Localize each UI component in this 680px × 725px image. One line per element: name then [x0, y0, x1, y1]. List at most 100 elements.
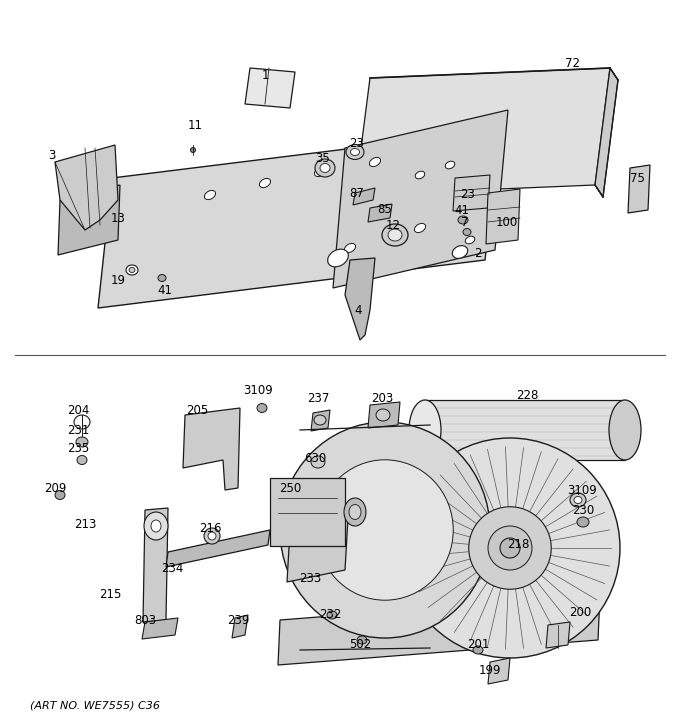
Ellipse shape — [400, 438, 620, 658]
Text: 3109: 3109 — [567, 484, 597, 497]
Text: 232: 232 — [319, 608, 341, 621]
Text: 230: 230 — [572, 503, 594, 516]
Text: 7: 7 — [461, 215, 469, 228]
Polygon shape — [333, 110, 508, 288]
Ellipse shape — [314, 167, 326, 177]
Text: 23: 23 — [460, 188, 475, 201]
Text: 213: 213 — [74, 518, 96, 531]
Text: 41: 41 — [454, 204, 469, 217]
Ellipse shape — [357, 636, 367, 644]
Ellipse shape — [409, 400, 441, 460]
Text: 235: 235 — [67, 442, 89, 455]
Ellipse shape — [327, 611, 337, 619]
Text: 239: 239 — [227, 613, 249, 626]
Ellipse shape — [315, 159, 335, 177]
Polygon shape — [546, 622, 570, 648]
Ellipse shape — [314, 415, 326, 425]
Ellipse shape — [346, 144, 364, 160]
Text: 205: 205 — [186, 404, 208, 416]
Ellipse shape — [469, 507, 551, 589]
Ellipse shape — [205, 191, 216, 199]
Text: 2: 2 — [474, 247, 481, 260]
Ellipse shape — [349, 505, 361, 520]
Ellipse shape — [55, 491, 65, 500]
Polygon shape — [628, 165, 650, 213]
Polygon shape — [345, 258, 375, 340]
Ellipse shape — [260, 178, 271, 188]
Text: 215: 215 — [99, 589, 121, 602]
Ellipse shape — [350, 149, 360, 155]
Text: 216: 216 — [199, 521, 221, 534]
Text: 630: 630 — [304, 452, 326, 465]
Ellipse shape — [570, 493, 586, 507]
Text: 72: 72 — [566, 57, 581, 70]
Ellipse shape — [317, 460, 454, 600]
Text: 19: 19 — [110, 273, 126, 286]
Ellipse shape — [577, 517, 589, 527]
Text: 200: 200 — [569, 607, 591, 619]
Polygon shape — [142, 618, 178, 639]
Text: 234: 234 — [160, 561, 183, 574]
Ellipse shape — [382, 224, 408, 246]
Text: 1: 1 — [261, 68, 269, 81]
Ellipse shape — [388, 229, 402, 241]
Text: 23: 23 — [350, 136, 364, 149]
Text: 204: 204 — [67, 404, 89, 416]
Ellipse shape — [488, 526, 532, 570]
Ellipse shape — [574, 497, 582, 503]
Text: 231: 231 — [67, 423, 89, 436]
Text: 4: 4 — [354, 304, 362, 317]
Ellipse shape — [414, 223, 426, 233]
Text: 803: 803 — [134, 613, 156, 626]
Text: 218: 218 — [507, 539, 529, 552]
Ellipse shape — [126, 265, 138, 275]
Polygon shape — [143, 508, 168, 622]
Polygon shape — [425, 400, 625, 460]
Polygon shape — [488, 658, 510, 684]
Polygon shape — [278, 595, 600, 665]
Polygon shape — [355, 68, 610, 195]
Polygon shape — [55, 145, 118, 230]
Ellipse shape — [129, 268, 135, 273]
Polygon shape — [270, 478, 345, 546]
Polygon shape — [353, 188, 375, 205]
Text: 233: 233 — [299, 571, 321, 584]
Ellipse shape — [77, 455, 87, 465]
Text: 35: 35 — [316, 152, 330, 165]
Polygon shape — [287, 518, 348, 582]
Ellipse shape — [473, 646, 483, 654]
Text: 250: 250 — [279, 481, 301, 494]
Text: 41: 41 — [158, 283, 173, 297]
Polygon shape — [58, 185, 120, 255]
Ellipse shape — [320, 164, 330, 173]
Ellipse shape — [158, 275, 166, 281]
Text: 100: 100 — [496, 215, 518, 228]
Text: 85: 85 — [377, 202, 392, 215]
Ellipse shape — [328, 249, 348, 267]
Polygon shape — [245, 68, 295, 108]
Polygon shape — [311, 410, 330, 431]
Text: 75: 75 — [630, 172, 645, 184]
Ellipse shape — [257, 404, 267, 413]
Ellipse shape — [151, 520, 161, 532]
Text: (ART NO. WE7555) C36: (ART NO. WE7555) C36 — [30, 700, 160, 710]
Text: 209: 209 — [44, 481, 66, 494]
Text: 228: 228 — [516, 389, 538, 402]
Ellipse shape — [204, 528, 220, 544]
Polygon shape — [183, 408, 240, 490]
Polygon shape — [368, 204, 392, 222]
Ellipse shape — [500, 538, 520, 558]
Text: 12: 12 — [386, 218, 401, 231]
Ellipse shape — [369, 157, 381, 167]
Ellipse shape — [463, 228, 471, 236]
Ellipse shape — [415, 171, 425, 179]
Ellipse shape — [190, 147, 196, 152]
Ellipse shape — [74, 415, 90, 429]
Ellipse shape — [465, 236, 475, 244]
Text: 13: 13 — [111, 212, 125, 225]
Polygon shape — [453, 175, 490, 211]
Polygon shape — [486, 189, 520, 244]
Polygon shape — [98, 130, 500, 308]
Ellipse shape — [311, 456, 325, 468]
Text: 237: 237 — [307, 392, 329, 405]
